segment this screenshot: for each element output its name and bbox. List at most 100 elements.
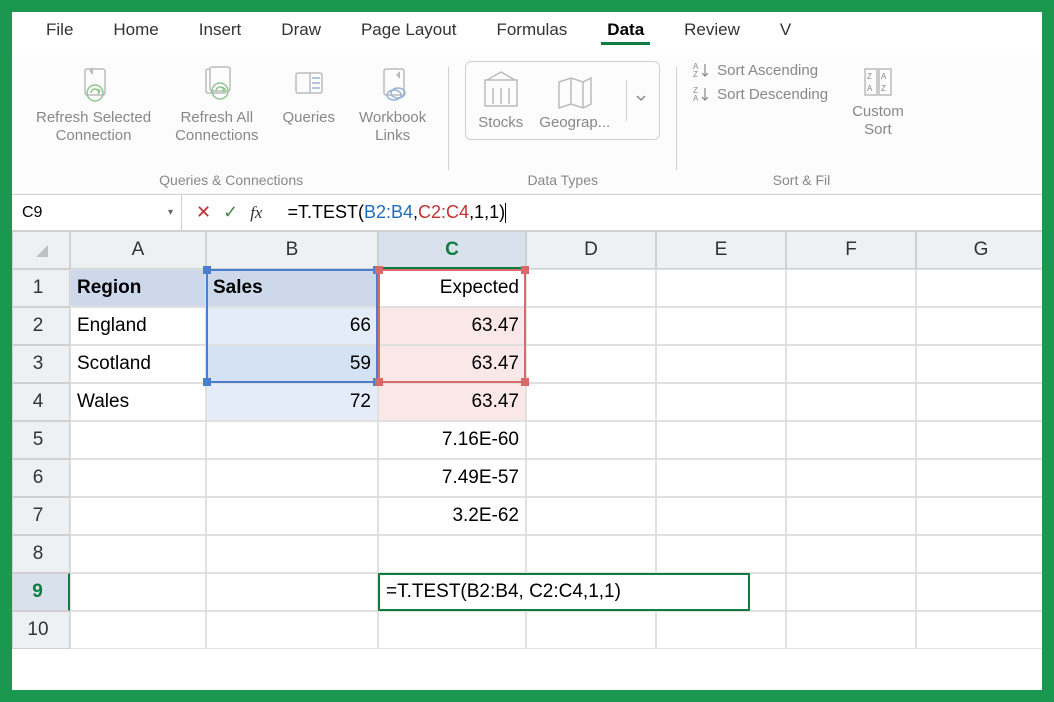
cell-G9[interactable] [916,573,1042,611]
cell-F8[interactable] [786,535,916,573]
queries-button[interactable]: Queries [276,61,341,149]
col-head-E[interactable]: E [656,231,786,269]
cell-C2[interactable]: 63.47 [378,307,526,345]
cell-E7[interactable] [656,497,786,535]
cell-F1[interactable] [786,269,916,307]
cell-G5[interactable] [916,421,1042,459]
cell-A3[interactable]: Scotland [70,345,206,383]
fx-icon[interactable]: fx [250,203,262,223]
col-head-F[interactable]: F [786,231,916,269]
cell-B3[interactable]: 59 [206,345,378,383]
cell-E8[interactable] [656,535,786,573]
cell-B1[interactable]: Sales [206,269,378,307]
cell-F3[interactable] [786,345,916,383]
row-head-5[interactable]: 5 [12,421,70,459]
cell-E5[interactable] [656,421,786,459]
formula-enter-button[interactable]: ✓ [223,202,238,223]
cell-A10[interactable] [70,611,206,649]
cell-B6[interactable] [206,459,378,497]
refresh-all-button[interactable]: Refresh All Connections [169,61,264,149]
cell-A7[interactable] [70,497,206,535]
cell-C10[interactable] [378,611,526,649]
cell-B5[interactable] [206,421,378,459]
row-head-2[interactable]: 2 [12,307,70,345]
cell-B4[interactable]: 72 [206,383,378,421]
cell-B8[interactable] [206,535,378,573]
sort-ascending-button[interactable]: AZ Sort Ascending [693,61,828,79]
col-head-G[interactable]: G [916,231,1042,269]
cell-B9[interactable] [206,573,378,611]
workbook-links-button[interactable]: Workbook Links [353,61,432,149]
cell-F9[interactable] [786,573,916,611]
cell-C5[interactable]: 7.16E-60 [378,421,526,459]
cell-E4[interactable] [656,383,786,421]
formula-input[interactable]: =T.TEST(B2:B4, C2:C4,1,1) [277,195,1042,230]
col-head-D[interactable]: D [526,231,656,269]
cell-G4[interactable] [916,383,1042,421]
cell-E6[interactable] [656,459,786,497]
cell-D1[interactable] [526,269,656,307]
cell-G3[interactable] [916,345,1042,383]
cell-B2[interactable]: 66 [206,307,378,345]
cell-A4[interactable]: Wales [70,383,206,421]
tab-formulas[interactable]: Formulas [490,18,573,45]
col-head-A[interactable]: A [70,231,206,269]
row-head-9[interactable]: 9 [12,573,70,611]
row-head-3[interactable]: 3 [12,345,70,383]
geography-button[interactable]: Geograp... [539,70,610,131]
tab-home[interactable]: Home [107,18,164,45]
cell-F4[interactable] [786,383,916,421]
col-head-B[interactable]: B [206,231,378,269]
cell-D10[interactable] [526,611,656,649]
cell-G2[interactable] [916,307,1042,345]
cell-G7[interactable] [916,497,1042,535]
data-types-expand[interactable] [626,80,647,121]
cell-E3[interactable] [656,345,786,383]
refresh-selected-button[interactable]: Refresh Selected Connection [30,61,157,149]
cell-G6[interactable] [916,459,1042,497]
cell-D8[interactable] [526,535,656,573]
cell-G8[interactable] [916,535,1042,573]
cell-A2[interactable]: England [70,307,206,345]
cell-C7[interactable]: 3.2E-62 [378,497,526,535]
formula-cancel-button[interactable]: ✕ [196,202,211,223]
tab-data[interactable]: Data [601,18,650,45]
cell-E2[interactable] [656,307,786,345]
cell-A8[interactable] [70,535,206,573]
row-head-6[interactable]: 6 [12,459,70,497]
sort-descending-button[interactable]: ZA Sort Descending [693,85,828,103]
cell-G10[interactable] [916,611,1042,649]
stocks-button[interactable]: Stocks [478,70,523,131]
row-head-10[interactable]: 10 [12,611,70,649]
cell-D7[interactable] [526,497,656,535]
cell-G1[interactable] [916,269,1042,307]
select-all-corner[interactable] [12,231,70,269]
cell-D5[interactable] [526,421,656,459]
cell-A9[interactable] [70,573,206,611]
cell-F10[interactable] [786,611,916,649]
row-head-4[interactable]: 4 [12,383,70,421]
tab-page-layout[interactable]: Page Layout [355,18,462,45]
cell-E1[interactable] [656,269,786,307]
cell-D4[interactable] [526,383,656,421]
cell-B7[interactable] [206,497,378,535]
cell-F5[interactable] [786,421,916,459]
cell-C4[interactable]: 63.47 [378,383,526,421]
cell-C3[interactable]: 63.47 [378,345,526,383]
cell-F7[interactable] [786,497,916,535]
cell-A1[interactable]: Region [70,269,206,307]
tab-insert[interactable]: Insert [193,18,248,45]
tab-file[interactable]: File [40,18,79,45]
name-box[interactable]: C9 ▾ [12,195,182,230]
cell-C1[interactable]: Expected [378,269,526,307]
col-head-C[interactable]: C [378,231,526,269]
cell-E10[interactable] [656,611,786,649]
cell-C8[interactable] [378,535,526,573]
cell-D6[interactable] [526,459,656,497]
row-head-8[interactable]: 8 [12,535,70,573]
cell-D3[interactable] [526,345,656,383]
cell-D2[interactable] [526,307,656,345]
tab-draw[interactable]: Draw [275,18,327,45]
custom-sort-button[interactable]: ZAAZ Custom Sort [846,61,910,143]
cell-A5[interactable] [70,421,206,459]
